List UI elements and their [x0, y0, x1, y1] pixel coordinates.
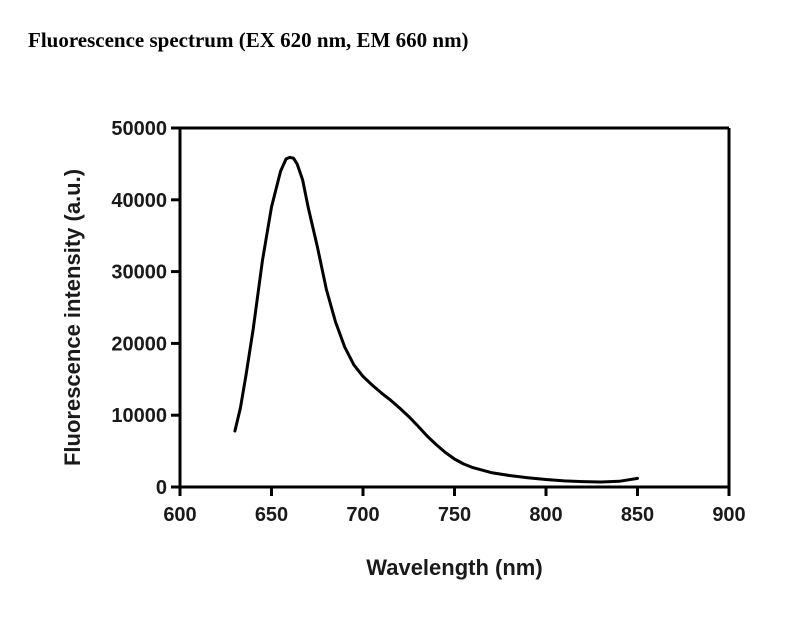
spectrum-line	[233, 155, 639, 484]
y-tick-label: 30000	[111, 262, 167, 284]
x-tick-label: 700	[346, 504, 379, 526]
x-tick-label: 600	[163, 504, 196, 526]
y-tick-label: 10000	[111, 405, 167, 427]
y-tick-label: 50000	[111, 118, 167, 140]
x-tick-label: 800	[529, 504, 562, 526]
x-tick-label: 750	[438, 504, 471, 526]
y-tick-label: 20000	[111, 333, 167, 355]
y-tick-label: 40000	[111, 190, 167, 212]
chart-ticks: 600 650 700 750 800 850 900 0 10000 20000 30000 400…	[111, 118, 745, 526]
chart-axes	[178, 126, 731, 489]
y-tick-label: 0	[156, 477, 167, 499]
x-tick-label: 900	[712, 504, 745, 526]
x-tick-label: 650	[255, 504, 288, 526]
page-title: Fluorescence spectrum (EX 620 nm, EM 660…	[28, 28, 469, 52]
x-axis-title: Wavelength (nm)	[366, 555, 542, 580]
x-tick-label: 850	[621, 504, 654, 526]
y-axis-title: Fluorescence intensity (a.u.)	[60, 169, 85, 466]
chart-series	[233, 155, 639, 484]
